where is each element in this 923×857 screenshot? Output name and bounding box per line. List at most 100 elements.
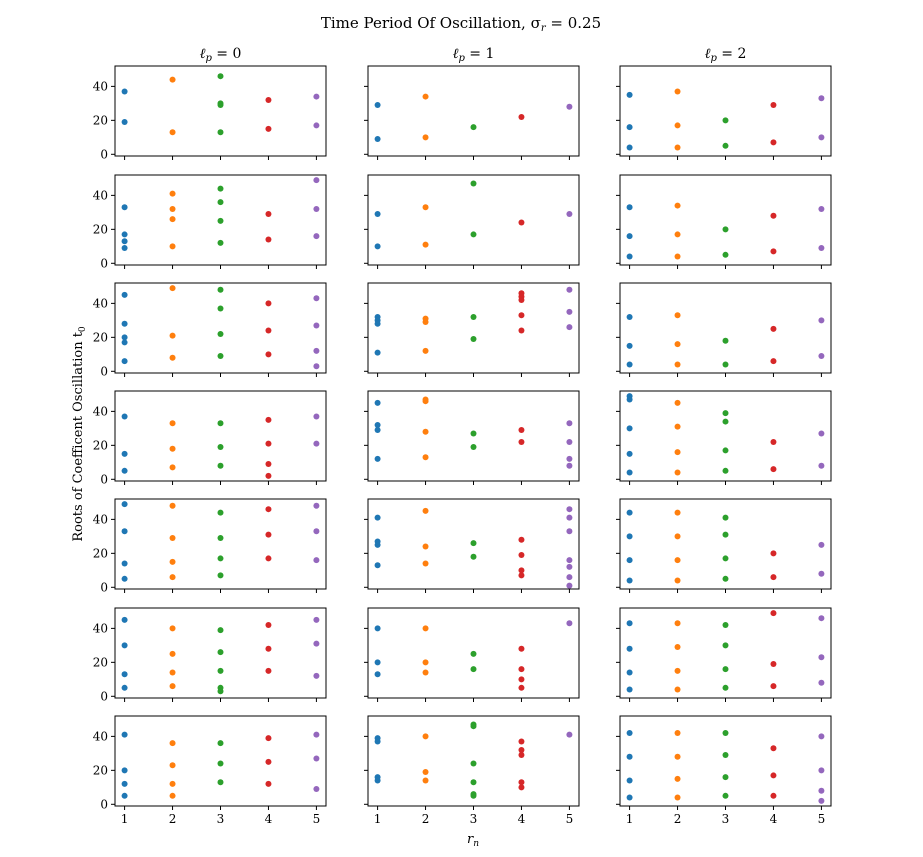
y-tick-label: 20 (93, 763, 108, 777)
column-title: ℓp = 1 (453, 46, 495, 64)
data-point (722, 142, 729, 149)
data-point (374, 349, 381, 356)
y-tick-label: 20 (93, 222, 108, 236)
data-point (121, 339, 128, 346)
subplot-frame (619, 65, 832, 157)
data-point (217, 555, 224, 562)
y-tick-label: 0 (100, 689, 108, 703)
data-point (626, 686, 633, 693)
data-point (722, 410, 729, 417)
data-point (518, 676, 525, 683)
subplot-frame (619, 174, 832, 266)
data-point (626, 777, 633, 784)
data-point (422, 777, 429, 784)
data-point (169, 190, 176, 197)
y-tick-label: 0 (100, 147, 108, 161)
subplot-frame (114, 65, 327, 157)
data-point (313, 322, 320, 329)
x-tick-label: 5 (818, 812, 826, 826)
data-point (265, 236, 272, 243)
data-point (770, 550, 777, 557)
data-point (265, 780, 272, 787)
data-point (374, 421, 381, 428)
data-point (217, 779, 224, 786)
data-point (217, 286, 224, 293)
data-point (722, 531, 729, 538)
data-point (626, 577, 633, 584)
data-point (169, 464, 176, 471)
data-point (566, 420, 573, 427)
data-point (722, 666, 729, 673)
data-point (313, 205, 320, 212)
data-point (770, 139, 777, 146)
x-tick-label: 3 (217, 812, 225, 826)
data-point (566, 574, 573, 581)
subplot: 1 2 3 4 5 0 20 40 (93, 715, 327, 826)
data-point (626, 645, 633, 652)
subplot-frame (367, 282, 580, 374)
data-point (770, 683, 777, 690)
data-point (770, 792, 777, 799)
data-point (313, 640, 320, 647)
data-point (818, 462, 825, 469)
data-point (626, 253, 633, 260)
data-point (121, 291, 128, 298)
data-point (265, 645, 272, 652)
y-tick-label: 20 (93, 546, 108, 560)
data-point (313, 233, 320, 240)
x-tick-label: 3 (722, 812, 730, 826)
data-point (121, 334, 128, 341)
data-point (265, 555, 272, 562)
data-point (422, 625, 429, 632)
data-point (674, 423, 681, 430)
data-point (722, 251, 729, 258)
data-point (770, 772, 777, 779)
data-point (470, 444, 477, 451)
data-point (313, 786, 320, 793)
data-point (674, 202, 681, 209)
data-point (518, 666, 525, 673)
x-axis-label: rn (467, 832, 479, 849)
data-point (169, 243, 176, 250)
data-point (722, 117, 729, 124)
data-point (169, 420, 176, 427)
data-point (265, 351, 272, 358)
data-point (169, 332, 176, 339)
data-point (674, 469, 681, 476)
data-point (169, 535, 176, 542)
data-point (674, 449, 681, 456)
data-point (518, 645, 525, 652)
data-point (217, 509, 224, 516)
data-point (818, 733, 825, 740)
data-point (818, 245, 825, 252)
data-point (818, 541, 825, 548)
data-point (518, 327, 525, 334)
data-point (518, 427, 525, 434)
data-point (470, 553, 477, 560)
data-point (313, 616, 320, 623)
x-tick-label: 4 (770, 812, 778, 826)
x-tick-label: 1 (626, 812, 634, 826)
y-tick-label: 20 (93, 438, 108, 452)
data-point (518, 572, 525, 579)
data-point (169, 780, 176, 787)
data-point (374, 541, 381, 548)
subplot: 0 20 40 (93, 282, 327, 378)
x-tick-label: 5 (566, 812, 574, 826)
data-point (674, 144, 681, 151)
data-point (169, 683, 176, 690)
data-point (470, 313, 477, 320)
data-point (674, 253, 681, 260)
data-point (121, 616, 128, 623)
data-point (121, 413, 128, 420)
data-point (470, 540, 477, 547)
data-point (566, 438, 573, 445)
data-point (674, 753, 681, 760)
data-point (374, 399, 381, 406)
subplot: 1 2 3 4 5 (616, 715, 832, 826)
data-point (818, 654, 825, 661)
data-point (169, 502, 176, 509)
data-point (674, 122, 681, 129)
data-point (422, 398, 429, 405)
